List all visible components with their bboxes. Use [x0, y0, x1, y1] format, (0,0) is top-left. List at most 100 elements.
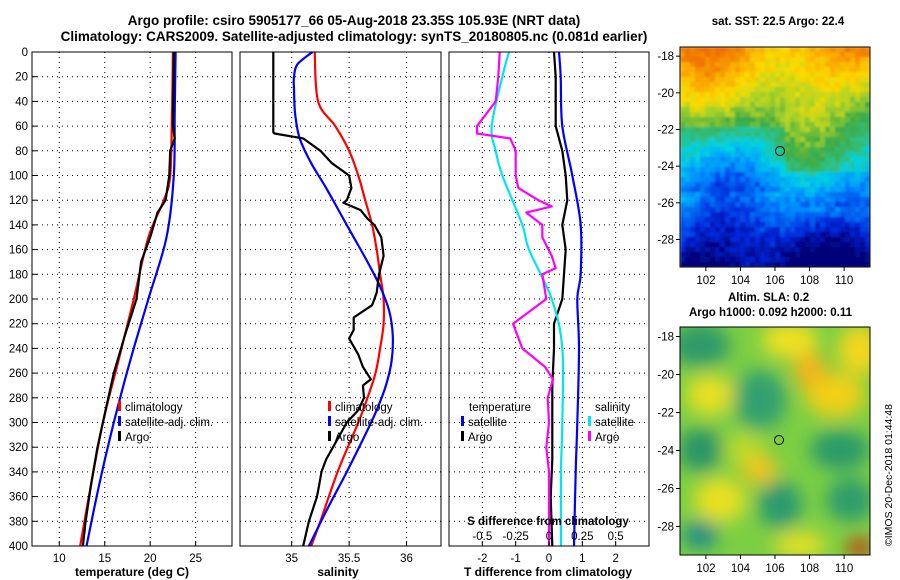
sst-cell [700, 227, 706, 233]
sst-cell [855, 222, 861, 228]
sst-cell [790, 192, 796, 198]
legend-label-argo: Argo [125, 432, 149, 444]
sst-cell [835, 257, 841, 263]
sst-cell [725, 157, 731, 163]
legend-label-climatology: climatology [335, 402, 393, 414]
sst-cell [840, 147, 846, 153]
sst-cell [680, 252, 686, 258]
sst-cell [700, 157, 706, 163]
sst-cell [680, 132, 686, 138]
map-ytick--22: -22 [657, 408, 674, 420]
sst-cell [720, 207, 726, 213]
sst-cell [770, 222, 776, 228]
sst-cell [680, 67, 686, 73]
sst-cell [695, 102, 701, 108]
sst-cell [805, 237, 811, 243]
sst-cell [815, 257, 821, 263]
sst-cell [800, 132, 806, 138]
sst-cell [835, 72, 841, 78]
sst-cell [795, 117, 801, 123]
sst-cell [810, 52, 816, 58]
sst-cell [775, 182, 781, 188]
sst-cell [815, 57, 821, 63]
sst-cell [800, 142, 806, 148]
sst-cell [810, 237, 816, 243]
sst-cell [845, 232, 851, 238]
sst-cell [855, 262, 861, 267]
sst-cell [745, 252, 751, 258]
sst-cell [775, 122, 781, 128]
sla-blob [810, 430, 870, 470]
sst-cell [765, 162, 771, 168]
sst-cell [730, 137, 736, 143]
sst-cell [690, 162, 696, 168]
sst-cell [740, 222, 746, 228]
sst-cell [755, 117, 761, 123]
sst-cell [830, 87, 836, 93]
sst-cell [700, 197, 706, 203]
sst-cell [755, 202, 761, 208]
sst-cell [695, 142, 701, 148]
sst-cell [780, 107, 786, 113]
sst-cell [705, 52, 711, 58]
sst-cell [850, 202, 856, 208]
sst-cell [680, 117, 686, 123]
sst-cell [860, 62, 866, 68]
sst-cell [825, 127, 831, 133]
sst-cell [750, 237, 756, 243]
sst-cell [695, 67, 701, 73]
sst-cell [750, 107, 756, 113]
sst-cell [730, 87, 736, 93]
sst-cell [820, 87, 826, 93]
sst-cell [770, 52, 776, 58]
sst-map-tick-labels: 102 104 106 108 110-18-20-22-24-26-28 [657, 51, 853, 287]
sst-cell [720, 192, 726, 198]
sst-cell [845, 172, 851, 178]
sst-cell [840, 217, 846, 223]
sst-cell [735, 127, 741, 133]
sst-cell [695, 207, 701, 213]
sst-cell [765, 137, 771, 143]
series-argo [272, 52, 385, 547]
sst-cell [790, 132, 796, 138]
sst-cell [810, 77, 816, 83]
sst-cell [770, 182, 776, 188]
sst-cell [790, 232, 796, 238]
sst-cell [865, 167, 870, 173]
sst-cell [855, 127, 861, 133]
sst-cell [825, 147, 831, 153]
sst-cell [770, 97, 776, 103]
sst-cell [805, 187, 811, 193]
sst-cell [725, 222, 731, 228]
sst-cell [820, 77, 826, 83]
sst-cell [705, 107, 711, 113]
sst-cell [770, 257, 776, 263]
sst-cell [730, 227, 736, 233]
sst-cell [760, 212, 766, 218]
sst-cell [825, 247, 831, 253]
sst-cell [860, 177, 866, 183]
sst-cell [700, 127, 706, 133]
sst-cell [725, 182, 731, 188]
sst-cell [780, 177, 786, 183]
sst-cell [815, 87, 821, 93]
sst-cell [855, 67, 861, 73]
legend-swatch-s-argo [588, 431, 591, 441]
sst-cell [680, 72, 686, 78]
sst-cell [860, 72, 866, 78]
sst-cell [695, 217, 701, 223]
sst-cell [835, 212, 841, 218]
sst-cell [845, 252, 851, 258]
sst-cell [775, 222, 781, 228]
sst-cell [800, 72, 806, 78]
sst-cell [800, 222, 806, 228]
sst-cell [865, 177, 870, 183]
sst-cell [750, 162, 756, 168]
sst-cell [695, 122, 701, 128]
sst-cell [835, 132, 841, 138]
sst-cell [785, 247, 791, 253]
sst-cell [805, 207, 811, 213]
sst-cell [810, 232, 816, 238]
sst-cell [690, 152, 696, 158]
sst-cell [820, 112, 826, 118]
